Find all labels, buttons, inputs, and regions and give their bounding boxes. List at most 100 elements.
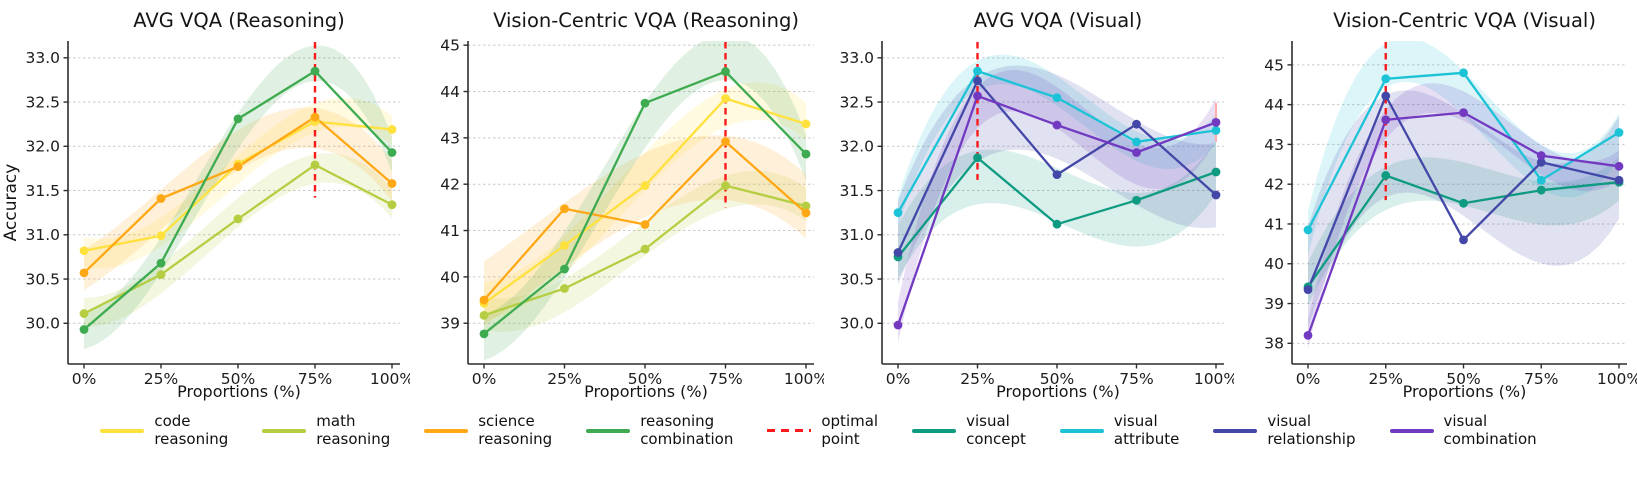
marker-visual-attribute [1303,225,1313,235]
band-reasoning-combination [84,45,392,350]
y-tick-label: 44 [440,83,460,101]
confidence-bands [84,45,392,350]
x-tick-label: 0% [1296,370,1321,385]
marker-code-reasoning [721,94,730,103]
chart-title: Vision-Centric VQA (Visual) [1333,9,1596,32]
band-math-reasoning [84,153,392,328]
y-tick-label: 32.5 [25,93,60,111]
x-tick-label: 75% [708,370,742,385]
marker-visual-relationship [1459,235,1468,245]
marker-visual-attribute [1614,128,1624,137]
marker-reasoning-combination [801,149,811,159]
legend-item-science-reasoning: science reasoning [424,412,553,448]
marker-reasoning-combination [560,264,569,274]
series-markers [79,66,397,334]
marker-visual-concept [1381,171,1391,180]
series-markers [893,66,1221,330]
legend-line-swatch [424,428,469,433]
x-tick-label: 50% [1446,370,1480,385]
band-visual-combination [1308,83,1619,349]
marker-code-reasoning [387,125,397,134]
marker-reasoning-combination [479,329,489,339]
subplot-vision-centric-vqa-reasoning: Vision-Centric VQA (Reasoning) 39 40 41 42 4… [410,0,824,401]
marker-visual-combination [1614,161,1624,171]
marker-visual-concept [973,153,982,163]
x-tick-label: 75% [1524,370,1558,385]
marker-code-reasoning [801,119,811,129]
marker-visual-attribute [1132,137,1141,147]
marker-visual-relationship [1052,170,1062,180]
marker-reasoning-combination [640,98,650,108]
x-tick-label: 0% [472,370,497,385]
y-tick-label: 43 [440,129,460,147]
marker-visual-combination [1381,115,1391,125]
x-tick-label: 100% [1194,370,1234,385]
marker-reasoning-combination [310,66,320,76]
gridlines [68,57,400,324]
band-code-reasoning [484,82,806,320]
marker-math-reasoning [233,214,243,224]
marker-math-reasoning [721,181,730,190]
legend-label: science reasoning [478,412,553,448]
legend-label: reasoning combination [640,412,734,448]
marker-visual-combination [1052,120,1062,130]
legend-item-reasoning-combination: reasoning combination [586,412,734,448]
marker-science-reasoning [479,295,489,305]
marker-science-reasoning [310,112,320,122]
marker-math-reasoning [640,244,650,254]
plot-canvas: 30.0 30.5 31.0 31.5 32.0 32.5 33.0 0% 25% 50% 75% 1… [839,41,1234,385]
marker-visual-combination [1132,148,1141,157]
y-tick-label: 44 [1264,96,1284,114]
y-tick-label: 32.0 [839,138,874,156]
legend-line-swatch [100,428,145,433]
y-tick-label: 30.0 [839,315,874,333]
marker-visual-concept [1536,185,1546,195]
marker-code-reasoning [79,246,89,256]
x-tick-label: 0% [72,370,97,385]
charts-row: AVG VQA (Reasoning) 30.0 30.5 31.0 31.5 32.0… [1,0,1637,401]
legend-label: visual relationship [1267,412,1356,448]
marker-visual-attribute [1536,175,1546,185]
axes: 30.0 30.5 31.0 31.5 32.0 32.5 33.0 0% 25% 50% 75% 1… [839,41,1234,385]
marker-visual-combination [1303,330,1313,340]
legend-label: visual concept [966,412,1026,448]
marker-visual-combination [1459,108,1468,118]
axes: 38 39 40 41 42 43 44 45 0% 25% 50% 75% 100% [1264,41,1637,385]
y-tick-label: 30.5 [25,270,60,288]
plot-canvas: 39 40 41 42 43 44 45 0% 25% 50% 75% 100% [440,37,824,385]
y-tick-label: 32.5 [839,93,874,111]
x-axis-label: Proportions (%) [1402,382,1527,401]
series-markers [1303,68,1624,340]
marker-visual-combination [893,320,903,330]
marker-visual-relationship [1614,175,1624,185]
marker-visual-combination [1211,118,1221,127]
y-tick-label: 42 [440,176,460,194]
marker-math-reasoning [387,200,397,210]
y-tick-label: 41 [1264,215,1284,233]
legend-item-math-reasoning: math reasoning [262,412,390,448]
marker-visual-relationship [1381,91,1391,101]
legend-dashed-line-swatch [767,428,812,433]
x-tick-label: 50% [628,370,662,385]
marker-science-reasoning [640,220,650,229]
y-tick-label: 31.0 [839,226,874,244]
y-axis-label: Accuracy [1,164,21,242]
marker-visual-relationship [1303,285,1313,295]
marker-math-reasoning [156,270,166,280]
y-tick-label: 31.5 [25,182,60,200]
marker-math-reasoning [560,284,569,293]
marker-visual-attribute [1381,74,1391,84]
x-tick-label: 25% [960,370,994,385]
marker-visual-attribute [1052,93,1062,103]
marker-science-reasoning [801,208,811,218]
y-tick-label: 30.0 [25,315,60,333]
marker-reasoning-combination [233,114,243,124]
marker-science-reasoning [79,268,89,278]
legend-line-swatch [912,428,957,433]
x-tick-label: 50% [221,370,255,385]
x-axis-label: Proportions (%) [177,382,301,401]
band-science-reasoning [84,107,392,291]
marker-visual-relationship [1211,190,1221,200]
x-tick-label: 75% [298,370,332,385]
marker-code-reasoning [560,240,569,250]
